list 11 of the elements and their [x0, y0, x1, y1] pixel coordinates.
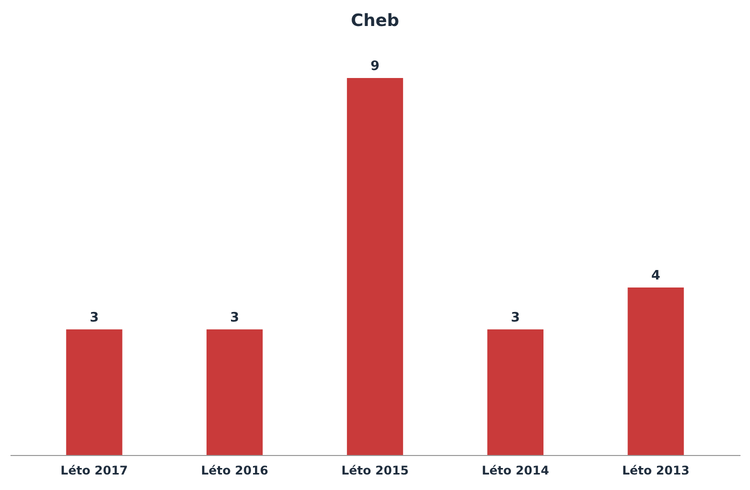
x-tick-label: Léto 2013 [622, 464, 690, 478]
x-tick-label: Léto 2014 [482, 464, 550, 478]
chart-title: Cheb [350, 11, 400, 31]
x-tick-label: Léto 2017 [60, 464, 128, 478]
data-label: 3 [230, 310, 240, 326]
data-label: 4 [651, 268, 660, 284]
data-label: 3 [510, 310, 520, 326]
data-label: 9 [370, 59, 380, 74]
data-label: 3 [90, 310, 99, 326]
x-tick-label: Léto 2015 [341, 464, 409, 478]
x-tick-label: Léto 2016 [200, 464, 268, 478]
